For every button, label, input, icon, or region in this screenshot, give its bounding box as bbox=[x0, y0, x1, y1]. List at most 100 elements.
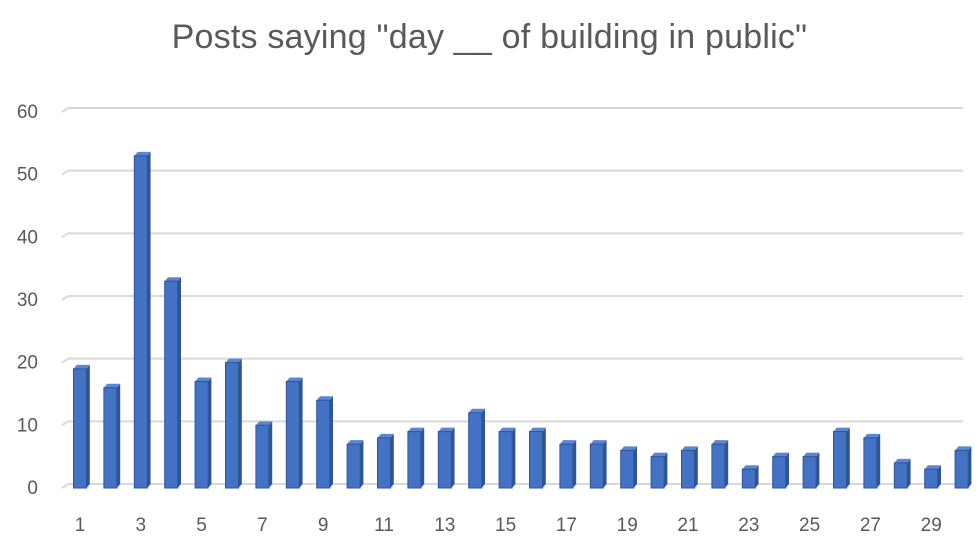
bar bbox=[498, 427, 516, 489]
x-tick-label: 11 bbox=[374, 515, 394, 536]
bar-top bbox=[255, 421, 273, 426]
bar-top bbox=[955, 446, 972, 451]
bar bbox=[73, 364, 90, 489]
bar-top bbox=[590, 440, 607, 445]
bar-side bbox=[116, 383, 121, 488]
bar-side bbox=[755, 465, 759, 488]
y-tick-label: 60 bbox=[17, 102, 38, 123]
bar-top bbox=[711, 440, 729, 445]
gridline-depth bbox=[61, 357, 69, 364]
bar bbox=[650, 452, 668, 489]
bar bbox=[377, 433, 394, 489]
bar-top bbox=[407, 427, 425, 432]
x-tick-label: 1 bbox=[75, 515, 86, 536]
bar-top bbox=[103, 383, 121, 388]
bar bbox=[103, 383, 121, 489]
bar-front bbox=[772, 456, 787, 489]
bar bbox=[255, 421, 273, 489]
bar-front bbox=[133, 155, 148, 489]
bar-side bbox=[876, 433, 881, 488]
bar-front bbox=[711, 443, 726, 489]
bar-top bbox=[742, 465, 759, 470]
bar bbox=[893, 458, 911, 489]
bar-front bbox=[741, 468, 756, 489]
bar-front bbox=[377, 437, 391, 489]
bar-side bbox=[481, 408, 485, 488]
bar-front bbox=[468, 412, 483, 489]
bar-front bbox=[863, 437, 878, 489]
bar-side bbox=[420, 427, 425, 488]
bar bbox=[194, 377, 212, 489]
bar-side bbox=[329, 396, 333, 488]
bar-top bbox=[529, 427, 546, 432]
bar-front bbox=[559, 443, 574, 489]
bar-side bbox=[360, 440, 364, 488]
bar-side bbox=[724, 440, 729, 488]
bar-side bbox=[208, 377, 212, 488]
bar bbox=[954, 446, 972, 489]
bar-top bbox=[377, 433, 394, 438]
bar-top bbox=[316, 396, 333, 401]
bar bbox=[711, 440, 729, 489]
bar-front bbox=[954, 449, 969, 489]
gridline-depth bbox=[61, 295, 69, 301]
x-tick-label: 15 bbox=[495, 515, 516, 536]
bar-top bbox=[438, 427, 455, 432]
bar-side bbox=[451, 427, 455, 488]
y-tick-label: 50 bbox=[17, 165, 38, 186]
bar-front bbox=[893, 462, 908, 489]
bar-side bbox=[542, 427, 546, 488]
bar-top bbox=[225, 358, 242, 363]
gridline-depth bbox=[61, 420, 69, 427]
gridline-depth bbox=[61, 169, 69, 176]
bar-front bbox=[498, 431, 513, 489]
bar-front bbox=[650, 456, 665, 489]
bar-front bbox=[225, 362, 239, 489]
bar-front bbox=[833, 431, 847, 489]
bar-top bbox=[559, 440, 577, 445]
bar bbox=[285, 377, 303, 489]
bar-top bbox=[863, 433, 881, 438]
bar-side bbox=[937, 465, 941, 488]
x-tick-label: 3 bbox=[136, 515, 147, 536]
bar-top bbox=[73, 364, 90, 369]
bar-front bbox=[164, 280, 179, 489]
bar-side bbox=[968, 446, 972, 488]
bar-top bbox=[651, 452, 668, 457]
bar-top bbox=[772, 452, 789, 457]
bar-side bbox=[907, 458, 911, 488]
bar-side bbox=[633, 446, 637, 488]
bar-front bbox=[316, 399, 331, 489]
bar-front bbox=[73, 368, 87, 489]
x-tick-label: 27 bbox=[860, 515, 881, 536]
y-tick-label: 0 bbox=[27, 478, 38, 499]
x-tick-label: 7 bbox=[257, 515, 268, 536]
bar-top bbox=[833, 427, 850, 432]
bar-top bbox=[286, 377, 303, 382]
bar-front bbox=[103, 387, 118, 489]
bar bbox=[802, 452, 820, 489]
gridline-depth bbox=[61, 483, 69, 489]
bar-front bbox=[924, 468, 939, 489]
x-tick-label: 21 bbox=[677, 515, 698, 536]
bar-top bbox=[681, 446, 698, 451]
bar-side bbox=[512, 427, 516, 488]
bar bbox=[133, 151, 151, 489]
bar-side bbox=[572, 440, 577, 488]
gridline-depth bbox=[61, 107, 69, 113]
bar-top bbox=[924, 465, 941, 470]
bar-side bbox=[147, 151, 151, 488]
bar bbox=[164, 277, 181, 489]
x-tick-label: 5 bbox=[196, 515, 207, 536]
bar bbox=[316, 396, 333, 489]
bar-front bbox=[620, 449, 635, 489]
bar-front bbox=[285, 380, 300, 489]
bar-side bbox=[177, 277, 181, 488]
bar-front bbox=[255, 424, 270, 489]
bar bbox=[407, 427, 425, 489]
bar-front bbox=[529, 431, 543, 489]
bar bbox=[529, 427, 546, 489]
x-tick-label: 29 bbox=[921, 515, 942, 536]
